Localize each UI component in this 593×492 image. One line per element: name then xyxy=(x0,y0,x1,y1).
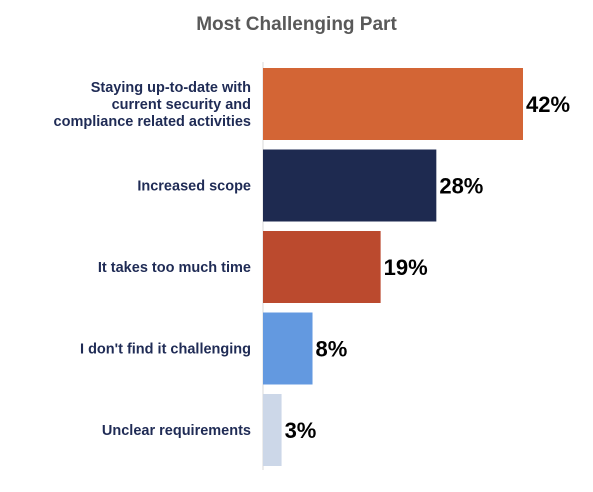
bar-4 xyxy=(263,394,282,466)
value-label-3: 8% xyxy=(316,337,348,362)
category-label-line: It takes too much time xyxy=(98,260,251,276)
bars-layer: 42% Staying up-to-date with current securi… xyxy=(54,68,570,466)
category-label-3: I don't find it challenging xyxy=(80,342,251,358)
category-label-line: I don't find it challenging xyxy=(80,342,251,358)
category-label-line: Staying up-to-date with xyxy=(91,80,251,96)
category-label-1: Increased scope xyxy=(137,179,251,195)
value-label-4: 3% xyxy=(285,418,317,443)
category-label-2: It takes too much time xyxy=(98,260,251,276)
value-label-1: 28% xyxy=(439,174,483,199)
category-label-line: compliance related activities xyxy=(54,114,251,130)
chart-title: Most Challenging Part xyxy=(196,14,397,35)
category-label-line: Increased scope xyxy=(137,179,251,195)
bar-1 xyxy=(263,149,437,222)
bar-3 xyxy=(263,312,313,385)
value-label-2: 19% xyxy=(384,255,428,280)
category-label-0: Staying up-to-date with current security … xyxy=(54,80,251,130)
bar-0 xyxy=(263,68,523,140)
category-label-line: Unclear requirements xyxy=(102,423,251,439)
bar-2 xyxy=(263,231,381,303)
category-label-line: current security and xyxy=(112,97,251,113)
category-label-4: Unclear requirements xyxy=(102,423,251,439)
value-label-0: 42% xyxy=(526,92,570,117)
